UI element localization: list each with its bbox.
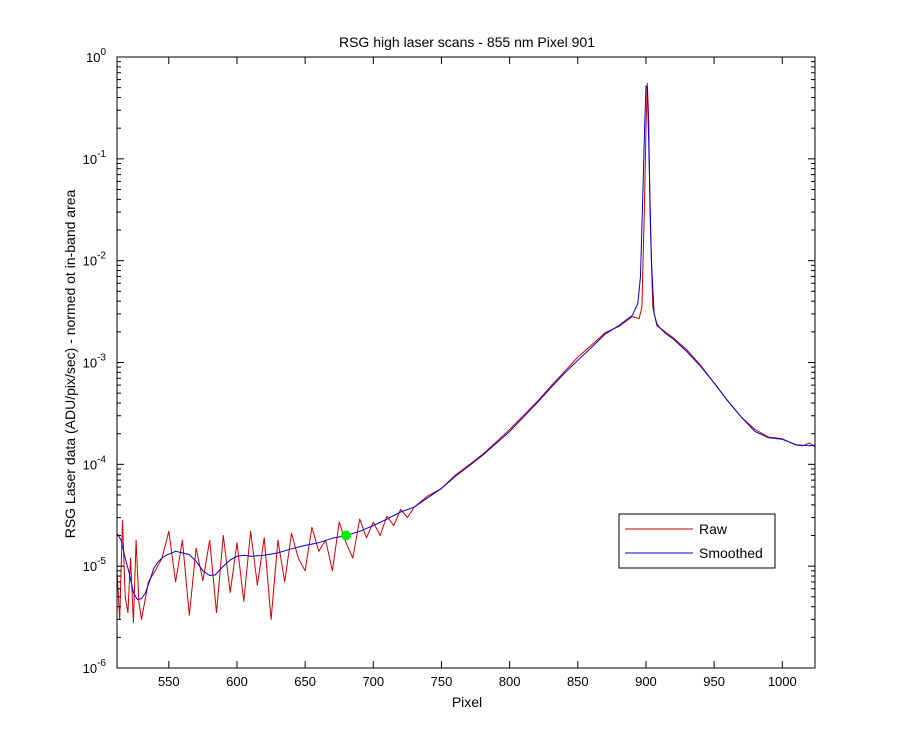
series-layer <box>117 82 815 623</box>
y-tick-label: 10-2 <box>83 251 107 269</box>
x-tick-label: 700 <box>362 674 384 689</box>
legend-box <box>618 513 776 569</box>
x-tick-label: 600 <box>226 674 248 689</box>
x-tick-label: 650 <box>294 674 316 689</box>
legend-label: Raw <box>699 521 728 537</box>
x-tick-label: 750 <box>431 674 453 689</box>
legend: Raw Smoothed <box>618 513 776 569</box>
plot-area <box>117 57 815 668</box>
y-tick-label: 10-3 <box>83 353 107 371</box>
x-tick-label: 1000 <box>768 674 797 689</box>
y-axis-label: RSG Laser data (ADU/pix/sec) - normed ot… <box>62 189 78 538</box>
axis-labels: RSG high laser scans - 855 nm Pixel 901 … <box>62 34 595 710</box>
x-tick-label: 850 <box>567 674 589 689</box>
plot-background <box>117 57 815 668</box>
y-tick-label: 10-4 <box>83 454 107 472</box>
y-tick-label: 100 <box>86 47 106 65</box>
x-axis-label: Pixel <box>452 694 482 710</box>
legend-label: Smoothed <box>699 545 763 561</box>
y-tick-label: 10-6 <box>83 658 107 676</box>
x-tick-label: 900 <box>635 674 657 689</box>
x-tick-label: 950 <box>703 674 725 689</box>
highlight-marker <box>341 530 352 541</box>
series-line-smoothed <box>117 85 815 601</box>
y-tick-label: 10-5 <box>83 556 107 574</box>
chart-title: RSG high laser scans - 855 nm Pixel 901 <box>339 34 595 50</box>
x-tick-label: 800 <box>499 674 521 689</box>
axis-ticks: 550 600 650 700 750 800 850 900 950 1000 100 10-1 10… <box>83 47 816 689</box>
y-tick-label: 10-1 <box>83 149 107 167</box>
x-tick-label: 550 <box>158 674 180 689</box>
